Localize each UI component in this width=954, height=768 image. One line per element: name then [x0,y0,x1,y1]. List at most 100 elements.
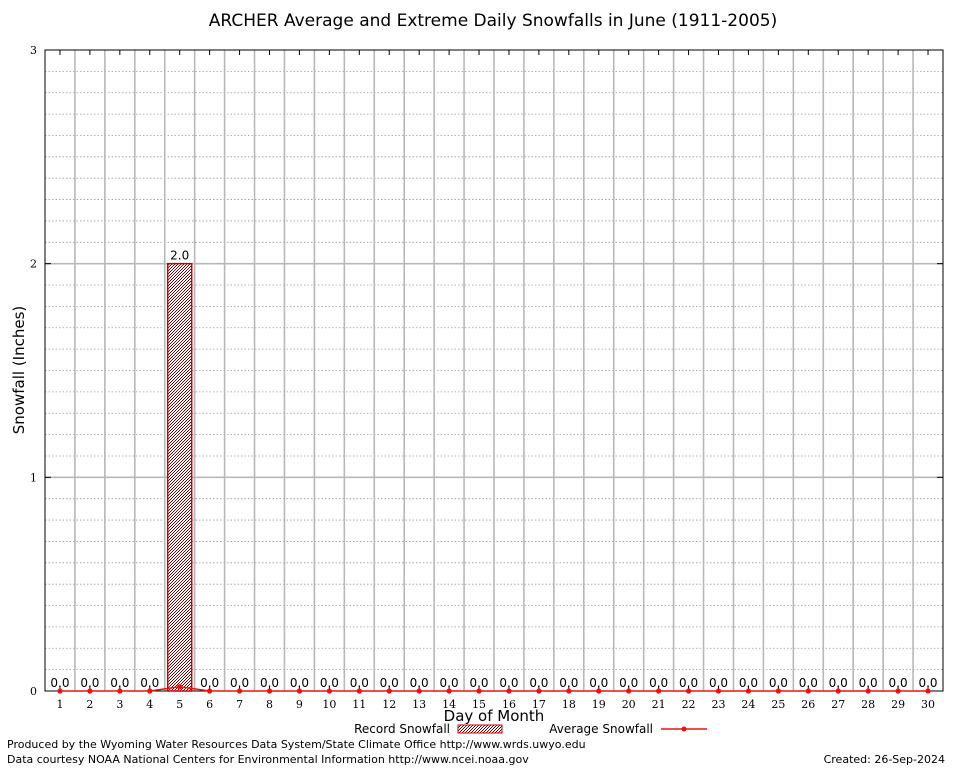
y-tick-label: 3 [30,44,37,57]
average-point [266,688,273,694]
x-tick-label: 9 [296,698,303,711]
average-point [805,688,811,694]
bar-value-label: 0.0 [619,676,638,690]
bar-value-label: 0.0 [50,676,69,690]
x-tick-label: 13 [412,698,426,711]
average-point [715,688,722,694]
legend-average-label: Average Snowfall [549,722,653,736]
bar-value-label: 0.0 [380,676,399,690]
y-tick-label: 1 [30,471,37,484]
x-tick-label: 22 [682,698,696,711]
x-axis-title: Day of Month [444,707,545,725]
average-point [57,688,63,694]
bar-value-label: 0.0 [679,676,698,690]
bar-value-label: 0.0 [709,676,728,690]
x-tick-label: 30 [921,698,935,711]
x-tick-label: 14 [442,698,456,711]
x-tick-label: 25 [771,698,785,711]
bar-value-label: 0.0 [799,676,818,690]
x-tick-label: 3 [116,698,123,711]
average-point [626,688,632,694]
average-series-line [59,685,929,692]
average-point [117,688,123,694]
x-tick-label: 26 [801,698,815,711]
bar-value-label: 0.0 [80,676,99,690]
bar-value-label: 0.0 [260,676,279,690]
bar-value-label: 0.0 [918,676,937,690]
bar-value-label: 0.0 [110,676,129,690]
x-tick-label: 12 [382,698,396,711]
bar-value-label: 0.0 [649,676,668,690]
x-tick-label: 10 [322,698,336,711]
average-point [835,688,841,694]
x-tick-label: 18 [562,698,576,711]
average-point [416,688,422,694]
bar-value-label: 0.0 [889,676,908,690]
average-point [685,688,692,694]
record-bars [166,262,193,692]
bar-value-label: 0.0 [410,676,429,690]
average-point [296,688,303,694]
x-tick-label: 8 [266,698,273,711]
average-point [446,688,452,694]
y-axis-title: Snowfall (Inches) [10,306,28,434]
bar-value-label: 0.0 [320,676,339,690]
bar-value-label: 0.0 [230,676,249,690]
legend-average-marker [681,726,687,732]
average-point [596,688,602,694]
y-tick-label: 0 [30,685,37,698]
x-tick-label: 5 [176,698,183,711]
y-axis: 0 1 2 3 [30,44,943,698]
y-tick-label: 2 [30,258,37,271]
average-point [656,688,662,694]
average-point [925,688,931,694]
average-point [865,688,871,694]
footer-credit-1: Produced by the Wyoming Water Resources … [7,738,586,751]
average-point [566,688,572,694]
x-tick-label: 2 [86,698,93,711]
average-point [207,688,213,694]
bar-value-label: 0.0 [529,676,548,690]
average-point [356,688,362,694]
x-tick-label: 11 [352,698,366,711]
average-line [57,684,931,694]
bar-value-label: 0.0 [440,676,459,690]
bar-value-label: 0.0 [769,676,788,690]
bar-value-label: 0.0 [469,676,488,690]
x-tick-label: 1 [56,698,63,711]
x-tick-label: 7 [236,698,243,711]
bar-value-label: 0.0 [290,676,309,690]
x-tick-label: 19 [592,698,606,711]
x-tick-label: 21 [652,698,666,711]
x-tick-label: 27 [831,698,845,711]
bar-value-label: 0.0 [589,676,608,690]
x-tick-label: 4 [146,698,153,711]
x-tick-label: 24 [741,698,755,711]
bar-value-label: 0.0 [829,676,848,690]
average-point [745,688,752,694]
x-tick-label: 16 [502,698,516,711]
footer-credit-2: Data courtesy NOAA National Centers for … [7,753,529,766]
x-tick-label: 28 [861,698,875,711]
average-point [476,688,482,694]
x-tick-label: 20 [622,698,636,711]
legend-record-swatch [457,724,503,734]
average-point [236,688,243,694]
chart-title: ARCHER Average and Extreme Daily Snowfal… [209,11,777,31]
grid [45,50,943,691]
average-point [87,688,93,694]
x-tick-label: 6 [206,698,213,711]
bar-value-label: 2.0 [170,249,189,263]
bar-value-label: 0.0 [739,676,758,690]
bar-value-label: 0.0 [200,676,219,690]
bar-value-label: 0.0 [350,676,369,690]
average-point [775,688,781,694]
x-tick-label: 15 [472,698,486,711]
average-point [536,688,542,694]
x-tick-label: 29 [891,698,905,711]
record-bar [166,262,193,692]
average-point [386,688,392,694]
bar-value-label: 0.0 [499,676,518,690]
legend: Record Snowfall Average Snowfall [354,722,707,736]
